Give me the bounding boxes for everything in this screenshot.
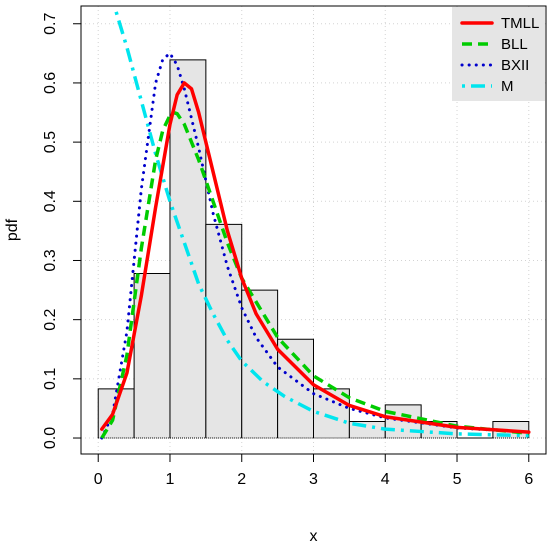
legend-label-bll: BLL: [501, 36, 528, 53]
series-m-line: [114, 11, 529, 438]
y-tick-label: 0.4: [42, 190, 59, 212]
y-axis: 0.0 0.1 0.2 0.3 0.4 0.5 0.6 0.7: [42, 13, 82, 449]
x-axis-label: x: [310, 528, 318, 545]
series-tmll-line: [100, 81, 531, 434]
y-axis-label: pdf: [4, 218, 21, 241]
x-tick-label: 0: [94, 471, 103, 488]
y-tick-label: 0.3: [42, 249, 59, 271]
x-tick-label: 3: [309, 471, 318, 488]
x-tick-label: 2: [237, 471, 246, 488]
y-tick-label: 0.1: [42, 368, 59, 390]
x-tick-label: 1: [166, 471, 175, 488]
legend: TMLL BLL BXII M: [452, 7, 545, 101]
legend-label-tmll: TMLL: [501, 15, 539, 32]
histogram-bar-outline: [313, 388, 350, 439]
series-bxii-line: [100, 51, 531, 440]
histogram-bar: [241, 290, 278, 439]
x-tick-label: 5: [453, 471, 462, 488]
legend-label-bxii: BXII: [501, 57, 529, 74]
density-curves: [100, 11, 531, 440]
x-tick-label: 6: [524, 471, 533, 488]
series-bll-line: [100, 110, 529, 439]
x-tick-label: 4: [381, 471, 390, 488]
y-tick-label: 0.7: [42, 13, 59, 35]
y-tick-label: 0.5: [42, 131, 59, 153]
histogram-bars: [97, 59, 530, 439]
y-tick-label: 0.0: [42, 427, 59, 449]
legend-label-m: M: [501, 78, 514, 95]
x-axis: 0 1 2 3 4 5 6: [94, 453, 533, 488]
y-tick-label: 0.6: [42, 72, 59, 94]
y-tick-label: 0.2: [42, 308, 59, 330]
